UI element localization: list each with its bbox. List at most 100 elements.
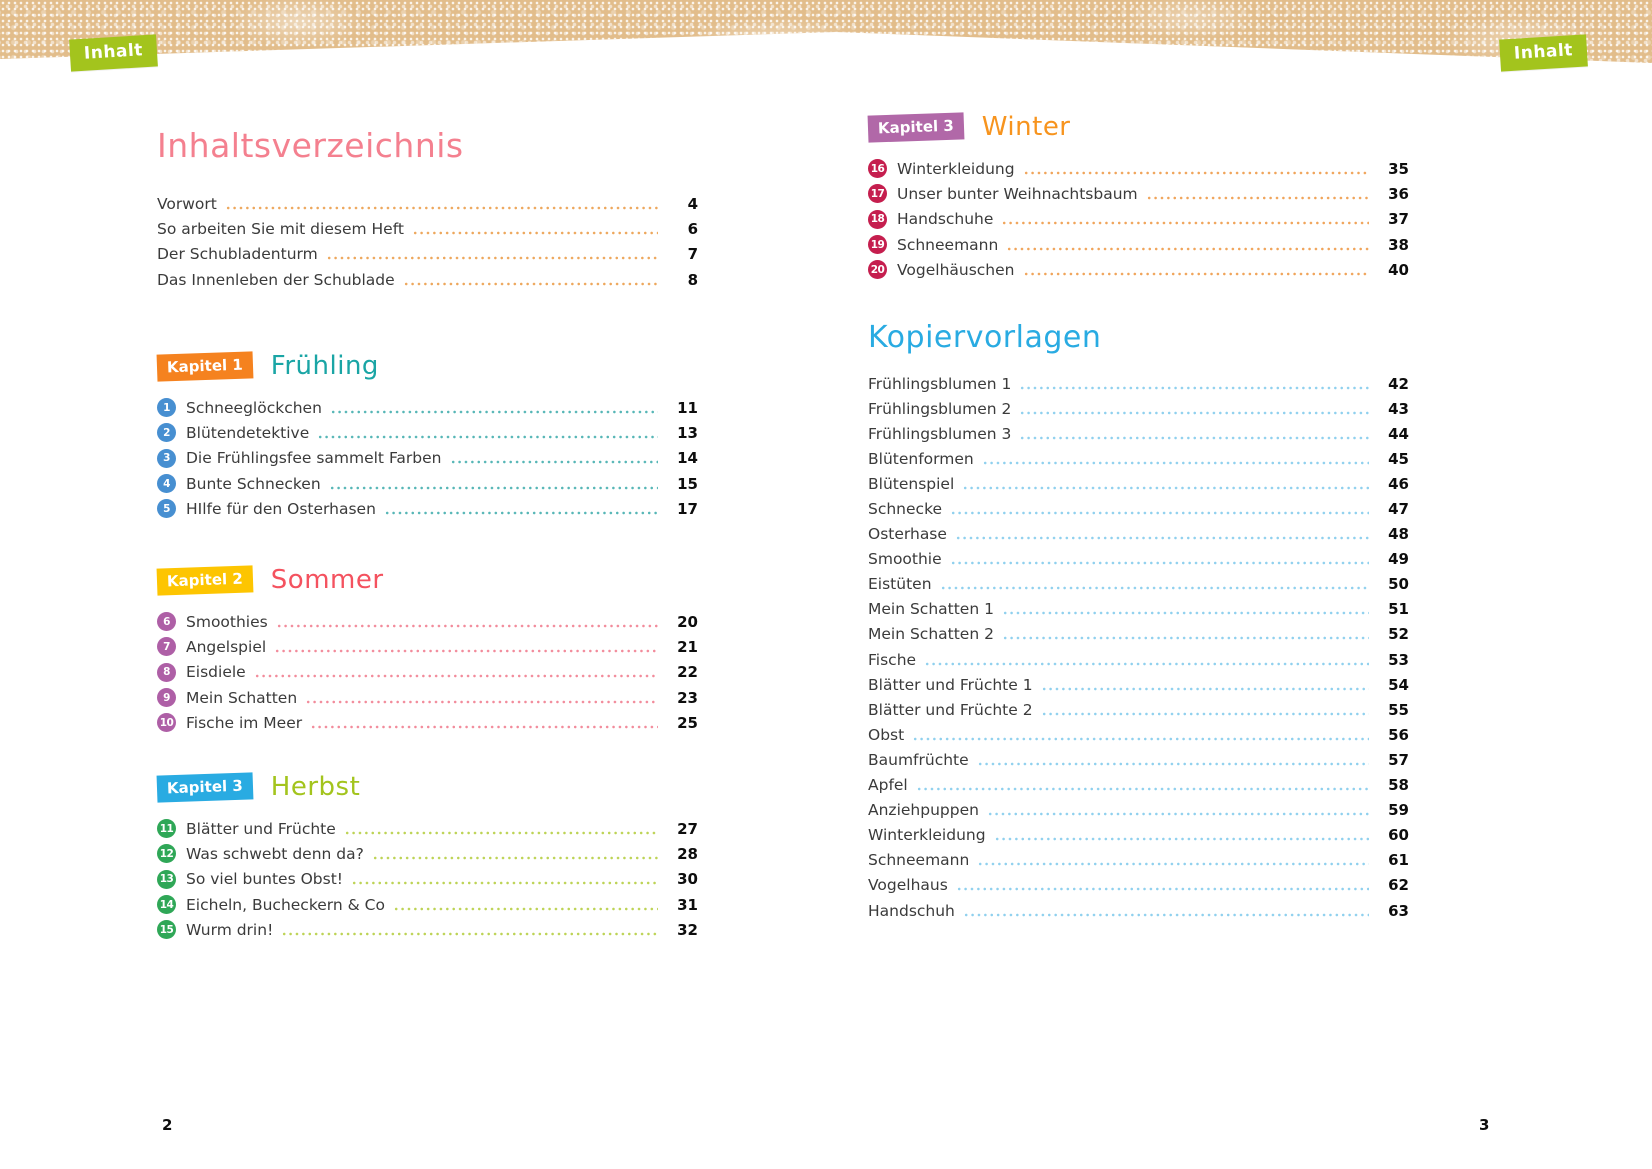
item-number-badge: 19	[868, 235, 887, 255]
kopiervorlage-row: Frühlingsblumen 3 44	[868, 421, 1409, 446]
item-label: Eistüten	[868, 575, 932, 594]
chapter-item-row: 12 Was schwebt denn da? 28	[157, 841, 698, 866]
dotted-leader	[343, 830, 658, 835]
item-page-number: 45	[1388, 449, 1409, 468]
item-label: Smoothie	[868, 550, 942, 569]
item-page-number: 13	[677, 423, 698, 442]
dotted-leader	[383, 510, 658, 515]
item-label: Vogelhäuschen	[897, 260, 1015, 279]
item-label: Die Frühlingsfee sammelt Farben	[186, 449, 442, 468]
item-label: Mein Schatten	[186, 688, 298, 707]
chapter-2-badge: Kapitel 2	[156, 564, 254, 596]
item-label: Eicheln, Bucheckern & Co	[186, 895, 385, 914]
dotted-leader	[981, 460, 1369, 465]
kopiervorlage-row: Schnecke 47	[868, 496, 1409, 521]
dotted-leader	[977, 862, 1369, 867]
chapter-3-item-list: 11 Blätter und Früchte 27 12 Was schwebt den…	[157, 816, 698, 942]
item-label: Apfel	[868, 776, 908, 795]
item-page-number: 43	[1388, 399, 1409, 418]
item-label: Mein Schatten 1	[868, 600, 994, 619]
kopiervorlage-row: Osterhase 48	[868, 522, 1409, 547]
left-page-number: 2	[162, 1116, 173, 1134]
chapter-item-row: 14 Eicheln, Bucheckern & Co 31	[157, 892, 698, 917]
chapter-1-item-list: 1 Schneeglöckchen 11 2 Blütendetektive 13 3 Die…	[157, 395, 698, 521]
item-label: Frühlingsblumen 2	[868, 399, 1012, 418]
item-page-number: 7	[687, 245, 698, 264]
item-page-number: 23	[677, 688, 698, 707]
chapter-item-row: 1 Schneeglöckchen 11	[157, 395, 698, 420]
dotted-leader	[351, 881, 658, 886]
front-matter-row: So arbeiten Sie mit diesem Heft 6	[157, 216, 698, 241]
chapter-item-row: 2 Blütendetektive 13	[157, 420, 698, 445]
item-page-number: 6	[687, 219, 698, 238]
item-label: Osterhase	[868, 525, 947, 544]
kopiervorlage-row: Blätter und Früchte 1 54	[868, 672, 1409, 697]
item-number-badge: 11	[157, 819, 176, 839]
dotted-leader	[281, 931, 658, 936]
dotted-leader	[317, 434, 658, 439]
item-page-number: 21	[677, 637, 698, 656]
item-page-number: 35	[1388, 159, 1409, 178]
item-page-number: 40	[1388, 260, 1409, 279]
item-label: Unser bunter Weihnachtsbaum	[897, 184, 1138, 203]
item-number-badge: 12	[157, 844, 176, 864]
item-label: Das Innenleben der Schublade	[157, 270, 395, 289]
right-page-number: 3	[1479, 1116, 1490, 1134]
item-page-number: 20	[677, 612, 698, 631]
chapter-item-row: 9 Mein Schatten 23	[157, 685, 698, 710]
dotted-leader	[392, 906, 658, 911]
item-page-number: 14	[677, 449, 698, 468]
chapter-2-header: Kapitel 2 Sommer	[156, 564, 698, 596]
item-label: Handschuh	[868, 901, 955, 920]
item-number-badge: 15	[157, 920, 176, 940]
item-page-number: 27	[677, 819, 698, 838]
dotted-leader	[1006, 246, 1369, 251]
chapter-item-row: 18 Handschuhe 37	[868, 207, 1409, 232]
dotted-leader	[912, 736, 1369, 741]
item-number-badge: 7	[157, 637, 176, 657]
item-label: Blütendetektive	[186, 423, 310, 442]
item-label: Anziehpuppen	[868, 801, 979, 820]
dotted-leader	[402, 281, 658, 286]
item-number-badge: 16	[868, 159, 887, 179]
item-label: Vogelhaus	[868, 876, 948, 895]
item-page-number: 36	[1388, 184, 1409, 203]
kopiervorlage-row: Smoothie 49	[868, 547, 1409, 572]
chapter-item-row: 7 Angelspiel 21	[157, 634, 698, 659]
chapter-3-header: Kapitel 3 Herbst	[156, 771, 698, 803]
item-label: HIlfe für den Osterhasen	[186, 499, 376, 518]
item-page-number: 44	[1388, 424, 1409, 443]
item-page-number: 58	[1388, 776, 1409, 795]
chapter-winter-header: Kapitel 3 Winter	[867, 111, 1409, 143]
inhalt-tab-left: Inhalt	[69, 34, 158, 72]
dotted-leader	[411, 230, 658, 235]
item-number-badge: 18	[868, 209, 887, 229]
item-label: Frühlingsblumen 3	[868, 424, 1012, 443]
dotted-leader	[1022, 170, 1369, 175]
item-number-badge: 8	[157, 662, 176, 682]
item-label: Schneeglöckchen	[186, 398, 322, 417]
item-label: Angelspiel	[186, 637, 267, 656]
dotted-leader	[1019, 410, 1369, 415]
dotted-leader	[1001, 221, 1369, 226]
item-label: Fische im Meer	[186, 713, 303, 732]
kopiervorlage-row: Mein Schatten 2 52	[868, 622, 1409, 647]
dotted-leader	[1022, 271, 1369, 276]
dotted-leader	[1001, 611, 1369, 616]
chapter-winter-badge: Kapitel 3	[867, 111, 965, 143]
item-page-number: 63	[1388, 901, 1409, 920]
item-label: Blätter und Früchte 2	[868, 700, 1033, 719]
item-label: Blütenformen	[868, 449, 974, 468]
front-matter-row: Vorwort 4	[157, 191, 698, 216]
item-label: Schneemann	[897, 235, 999, 254]
chapter-item-row: 6 Smoothies 20	[157, 609, 698, 634]
dotted-leader	[915, 787, 1369, 792]
left-page: Inhaltsverzeichnis Vorwort 4 So arbeiten S…	[156, 0, 698, 1169]
dotted-leader	[954, 536, 1369, 541]
dotted-leader	[329, 409, 658, 414]
item-page-number: 28	[677, 844, 698, 863]
item-label: Eisdiele	[186, 663, 246, 682]
item-page-number: 32	[677, 920, 698, 939]
dotted-leader	[976, 761, 1369, 766]
dotted-leader	[253, 674, 658, 679]
